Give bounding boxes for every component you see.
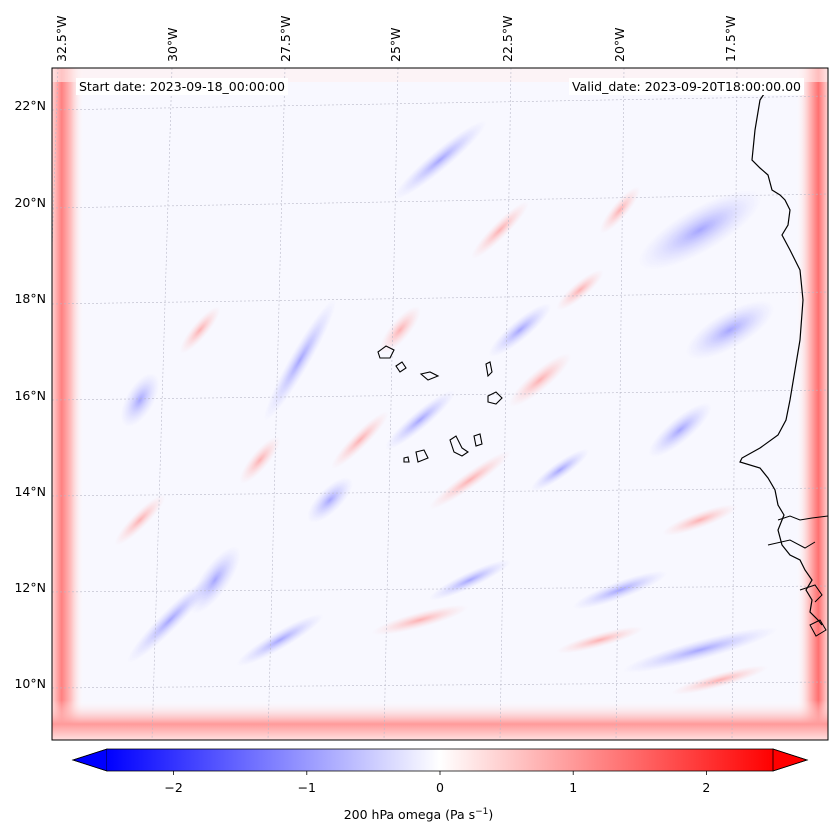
colorbar-title-exponent: −1: [475, 807, 489, 817]
gridlines: [52, 68, 828, 740]
lon-label: 25°W: [388, 27, 403, 62]
lat-label: 18°N: [14, 291, 46, 306]
lon-label: 32.5°W: [54, 16, 69, 62]
lon-label: 30°W: [165, 27, 180, 62]
colorbar-extend-low: [71, 748, 108, 772]
lat-label: 16°N: [14, 388, 46, 403]
colorbar: −2 −1 0 1 2: [71, 748, 809, 795]
colorbar-title-main: 200 hPa omega (Pa s: [343, 807, 476, 823]
lon-label: 27.5°W: [278, 16, 293, 62]
lat-label: 12°N: [14, 580, 46, 595]
lon-label: 17.5°W: [723, 16, 738, 62]
estuary: [767, 539, 816, 549]
colorbar-tick-label: 0: [436, 780, 444, 795]
lat-label: 20°N: [14, 195, 46, 210]
colorbar-tick-label: −2: [164, 780, 182, 795]
river-gambia: [777, 515, 828, 521]
lat-label: 14°N: [14, 484, 46, 499]
lon-label: 22.5°W: [500, 16, 515, 62]
start-date-label: Start date: 2023-09-18_00:00:00: [76, 78, 288, 95]
cabo-verde-islands: [377, 345, 503, 463]
lon-label: 20°W: [612, 27, 627, 62]
colorbar-tick-label: 1: [569, 780, 577, 795]
map-frame: [51, 67, 829, 741]
lat-label: 10°N: [14, 676, 46, 691]
colorbar-tick-label: 2: [702, 780, 710, 795]
omega-field: [52, 68, 828, 740]
coastal-island: [809, 619, 827, 637]
colorbar-tick-label: −1: [298, 780, 316, 795]
lat-label: 22°N: [14, 98, 46, 113]
colorbar-gradient: [107, 749, 773, 771]
valid-date-label: Valid_date: 2023-09-20T18:00:00.00: [568, 78, 804, 95]
longitude-labels: 32.5°W 30°W 27.5°W 25°W 22.5°W 20°W 17.5…: [54, 16, 738, 62]
latitude-labels: 22°N 20°N 18°N 16°N 14°N 12°N 10°N: [14, 98, 46, 691]
bissagos-islands: [799, 584, 823, 603]
colorbar-extend-high: [772, 748, 809, 772]
colorbar-ticks: −2 −1 0 1 2: [164, 771, 710, 795]
colorbar-title: 200 hPa omega (Pa s−1): [0, 807, 837, 822]
coastline: [739, 84, 823, 626]
colorbar-title-close: ): [488, 807, 494, 823]
